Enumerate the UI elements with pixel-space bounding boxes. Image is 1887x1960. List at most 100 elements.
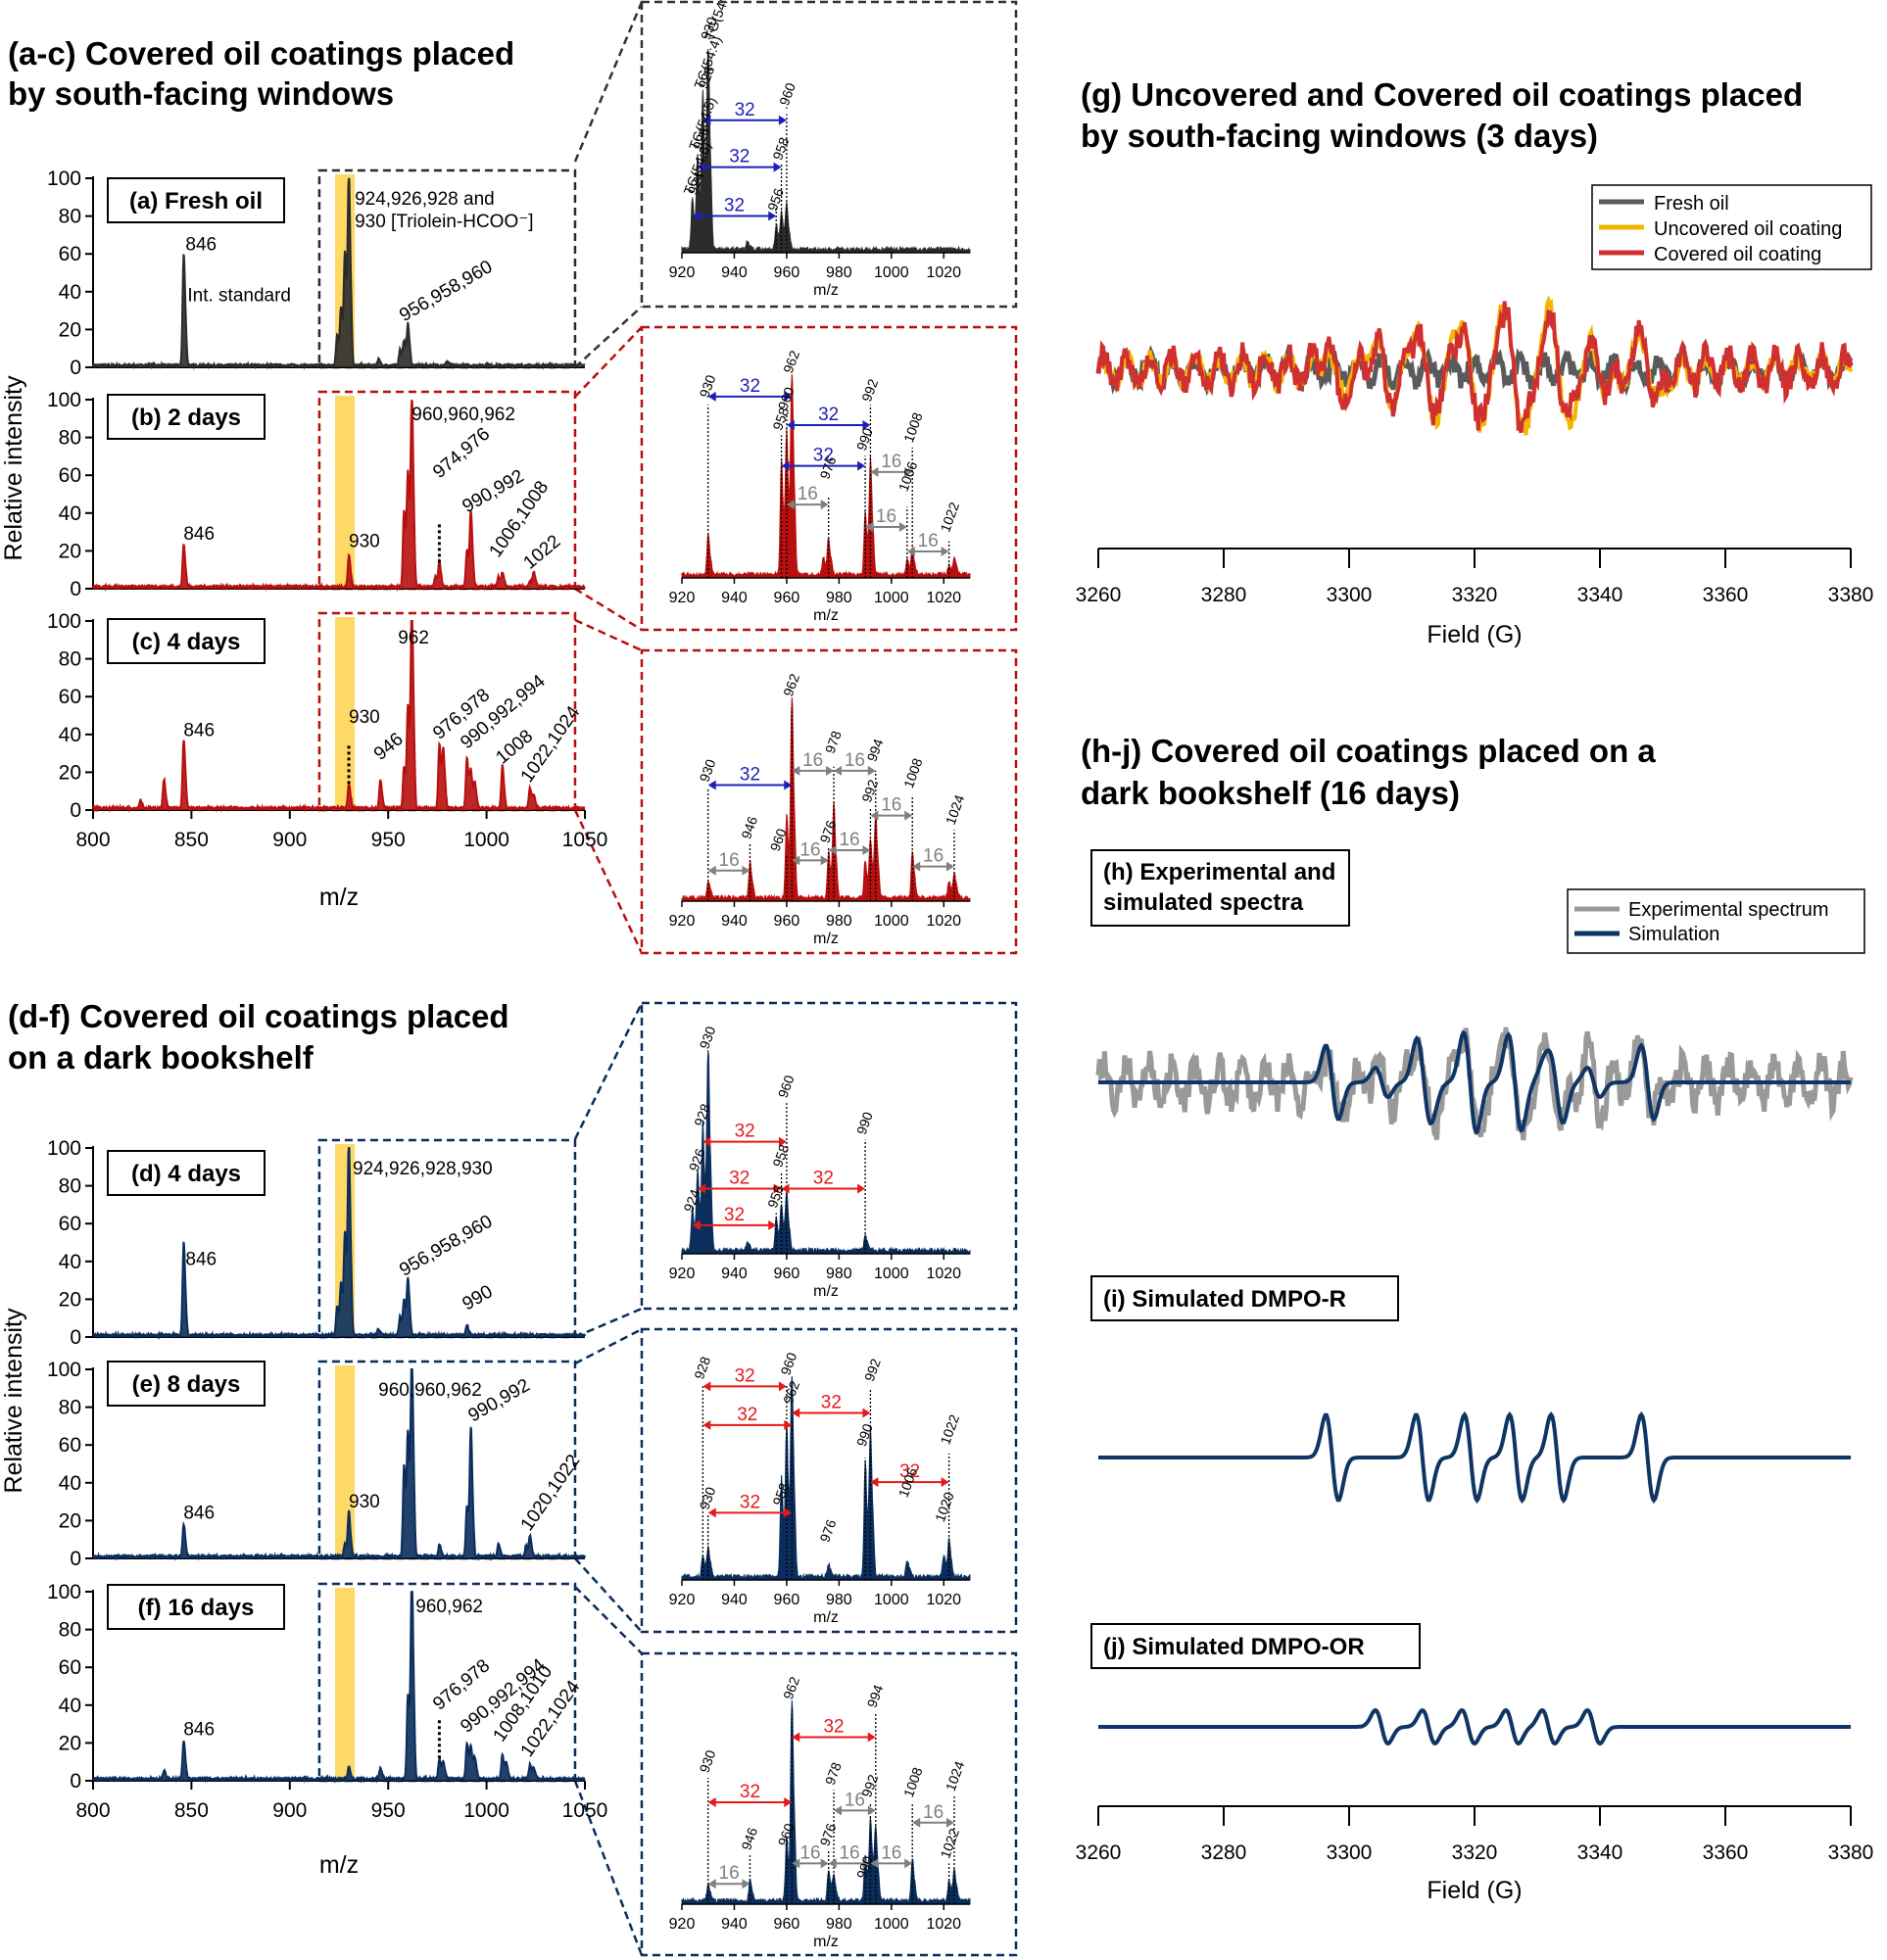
inset-peak-label: 992	[858, 1772, 881, 1799]
panel-label-j: (j) Simulated DMPO-OR	[1090, 1623, 1421, 1669]
arrow-head	[786, 420, 795, 430]
inset-peak-label: 976	[816, 818, 839, 845]
peak-annotation: 846	[183, 1503, 215, 1523]
inset-x-tick-label: 960	[774, 913, 800, 930]
y-tick-label: 40	[59, 281, 81, 304]
arrow-head	[867, 1805, 876, 1816]
inset-peak-label: 990	[853, 425, 876, 453]
arrow-head	[778, 115, 787, 125]
zoom-connector	[574, 1557, 643, 1633]
inset-spectrum	[681, 1049, 971, 1255]
experimental-line	[1095, 1027, 1854, 1141]
arrow-head	[698, 162, 706, 172]
inset-peak-label: 994	[864, 1683, 887, 1710]
mass-shift-label: 32	[899, 1461, 920, 1482]
inset-x-tick-label: 1020	[926, 913, 961, 930]
y-tick-label: 60	[59, 243, 81, 265]
inset-x-tick-label: 980	[826, 1592, 852, 1608]
inset-x-tick-label: 980	[826, 1266, 852, 1282]
arrow-head	[792, 1858, 800, 1869]
inset-x-tick-label: 920	[669, 264, 696, 281]
inset-peak-label: 956	[764, 1183, 787, 1211]
mass-shift-label: 32	[729, 1168, 750, 1188]
inset-x-tick-label: 1020	[926, 1266, 961, 1282]
x-tick-label: 3340	[1577, 1841, 1623, 1864]
inset-x-tick-label: 940	[721, 1916, 748, 1933]
inset-x-tick-label: 1020	[926, 1916, 961, 1933]
peak-annotation: 846	[183, 721, 215, 741]
y-tick-label: 100	[47, 1137, 81, 1160]
arrow-head	[945, 1817, 954, 1828]
panel-label-i: (i) Simulated DMPO-R	[1090, 1275, 1399, 1321]
y-tick-label: 80	[59, 1397, 81, 1419]
y-tick-label: 20	[59, 540, 81, 562]
x-tick-label: 3260	[1076, 584, 1122, 606]
svg-text:(c) 4 days: (c) 4 days	[132, 629, 241, 655]
inset-x-tick-label: 960	[774, 1266, 800, 1282]
arrow-head	[707, 1507, 716, 1518]
inset-x-label: m/z	[813, 1609, 839, 1626]
y-tick-label: 0	[70, 1770, 81, 1793]
arrow-head	[707, 780, 716, 790]
y-tick-label: 0	[70, 1548, 81, 1570]
y-tick-label: 40	[59, 1472, 81, 1495]
inset-x-tick-label: 940	[721, 1266, 748, 1282]
arrow-head	[707, 391, 716, 402]
mass-shift-label: 16	[799, 839, 820, 860]
y-tick-label: 100	[47, 610, 81, 633]
inset-spectrum	[681, 696, 971, 902]
inset-peak-label: 960	[777, 1350, 799, 1377]
inset-x-tick-label: 940	[721, 264, 748, 281]
xlabel-abc: m/z	[319, 884, 359, 911]
arrow-head	[870, 466, 879, 477]
arrow-head	[870, 1477, 879, 1488]
inset-x-tick-label: 960	[774, 1592, 800, 1608]
inset-x-tick-label: 940	[721, 590, 748, 606]
inset-peak-label: 960	[767, 826, 790, 853]
inset-x-tick-label: 920	[669, 1916, 696, 1933]
x-tick-label: 3260	[1076, 1841, 1122, 1864]
y-tick-label: 0	[70, 578, 81, 600]
zoom-connector	[574, 1586, 643, 1654]
ylabel-def: Relative intensity	[0, 1308, 27, 1493]
inset-frame	[640, 1327, 1018, 1634]
x-tick-label: 3340	[1577, 584, 1623, 606]
inset-x-tick-label: 960	[774, 1916, 800, 1933]
mass-shift-label: 16	[923, 1802, 944, 1823]
inset-x-label: m/z	[813, 282, 839, 299]
zoom-connector	[574, 1307, 643, 1339]
xlabel-hij: Field (G)	[1427, 1877, 1522, 1904]
highlight-band	[334, 396, 356, 589]
peak-annotation: 960,960,962	[378, 1380, 482, 1401]
epr-panel-hij: 3260 3280 3300 3320 3340 3360 3380	[1076, 1027, 1873, 1864]
x-tick-label: 850	[174, 829, 209, 851]
svg-text:simulated spectra: simulated spectra	[1103, 889, 1304, 916]
svg-text:(i) Simulated DMPO-R: (i) Simulated DMPO-R	[1103, 1286, 1346, 1313]
x-tick-label: 950	[371, 1799, 406, 1822]
arrow-head	[826, 765, 835, 776]
inset-x-tick-label: 940	[721, 913, 748, 930]
title-hj-line1: (h-j) Covered oil coatings placed on a	[1081, 733, 1656, 769]
x-tick-label: 3360	[1703, 584, 1749, 606]
inset-peak-label: 962	[780, 348, 802, 375]
arrow-head	[742, 1879, 750, 1889]
peak-annotation: 930	[349, 707, 380, 728]
inset-frame	[640, 1651, 1018, 1957]
panel-label-b: (b) 2 days	[107, 394, 266, 440]
inset-0: 920 940 960 980 1000 1020m/z323232TG(54:6)924…	[640, 0, 1018, 309]
title-g-line2: by south-facing windows (3 days)	[1081, 118, 1598, 154]
inset-peak-label: 958	[769, 1142, 792, 1170]
inset-peak-label: 962	[780, 671, 802, 698]
arrow-head	[867, 1732, 876, 1743]
peak-annotation: 956,958,960	[396, 257, 496, 326]
arrow-head	[941, 1477, 949, 1488]
title-hj-line2: dark bookshelf (16 days)	[1081, 775, 1460, 811]
inset-peak-label: 990	[853, 1853, 876, 1881]
arrow-head	[692, 211, 701, 221]
x-tick-label: 1050	[562, 829, 608, 851]
inset-frame	[640, 648, 1018, 955]
inset-peak-label: 962	[780, 1674, 802, 1701]
mass-shift-label: 32	[818, 405, 839, 425]
